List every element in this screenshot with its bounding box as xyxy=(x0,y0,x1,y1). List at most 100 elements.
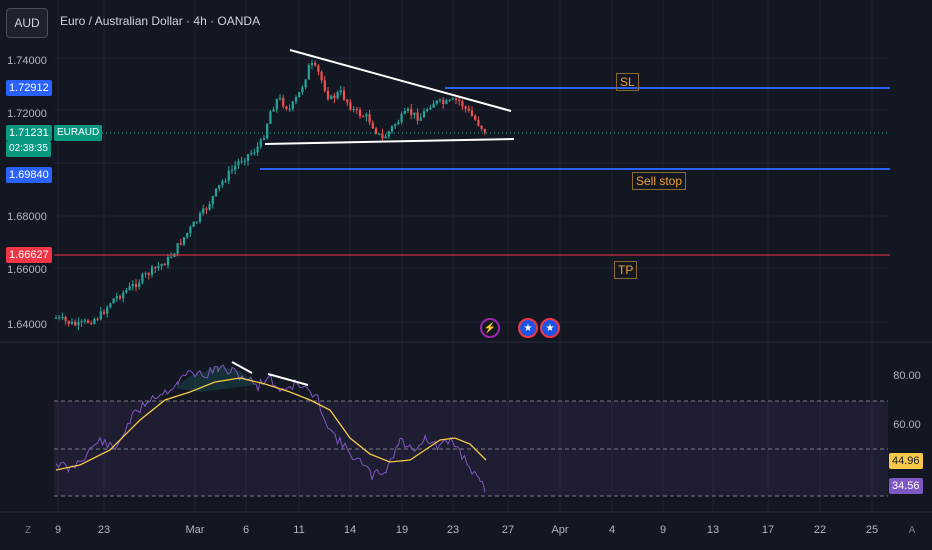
candle-body xyxy=(150,266,154,275)
stop-loss-price-tag: 1.72912 xyxy=(6,80,52,96)
candle-body xyxy=(198,213,202,222)
candle-body xyxy=(342,90,346,100)
candle-body xyxy=(294,97,298,102)
candle-body xyxy=(477,119,480,126)
candlestick-series xyxy=(54,59,486,331)
candle-body xyxy=(109,303,112,308)
zoom-button[interactable]: Z xyxy=(24,524,32,536)
sell-stop-price-tag: 1.69840 xyxy=(6,167,52,183)
candle-body xyxy=(317,65,320,72)
time-tick: Apr xyxy=(551,524,569,536)
candle-body xyxy=(288,108,291,110)
candle-body xyxy=(54,317,58,319)
eu-flag-icon[interactable]: ★ xyxy=(518,318,538,338)
candle-body xyxy=(250,152,253,155)
candle-body xyxy=(438,99,442,101)
candle-body xyxy=(333,95,336,99)
candle-body xyxy=(192,221,195,227)
rsi-divergence-line-1[interactable] xyxy=(231,361,253,374)
candle-body xyxy=(221,181,224,186)
candle-body xyxy=(253,152,256,154)
auto-scale-button[interactable]: A xyxy=(908,524,916,536)
candle-body xyxy=(61,316,64,318)
time-tick: 17 xyxy=(761,524,775,536)
price-tick: 1.74000 xyxy=(7,55,47,67)
candle-body xyxy=(166,257,170,266)
candle-body xyxy=(362,116,365,118)
candle-body xyxy=(208,204,211,210)
candle-body xyxy=(285,106,288,110)
candle-body xyxy=(470,110,474,116)
candle-body xyxy=(83,320,86,322)
eu-flag-icon[interactable]: ★ xyxy=(540,318,560,338)
candle-body xyxy=(64,316,67,321)
time-tick: 22 xyxy=(813,524,827,536)
symbol-button[interactable]: AUD xyxy=(6,8,48,38)
candle-body xyxy=(442,99,445,104)
candle-body xyxy=(365,114,368,117)
candle-body xyxy=(186,233,189,238)
candle-body xyxy=(163,264,166,266)
candle-body xyxy=(390,126,394,132)
candle-body xyxy=(214,188,218,197)
candle-body xyxy=(237,161,240,166)
candle-body xyxy=(378,133,381,135)
candle-body xyxy=(291,101,294,109)
candle-body xyxy=(77,322,80,326)
candle-countdown: 02:38:35 xyxy=(6,141,51,157)
candle-body xyxy=(246,154,250,161)
candle-body xyxy=(298,92,301,98)
candle-body xyxy=(176,243,179,254)
rsi-ma-line xyxy=(55,377,487,471)
candle-body xyxy=(349,102,352,110)
candle-body xyxy=(301,87,304,93)
time-tick: 9 xyxy=(659,524,667,536)
tp-annotation[interactable]: TP xyxy=(614,261,638,279)
candle-body xyxy=(122,292,125,299)
candle-body xyxy=(99,311,102,320)
candle-body xyxy=(125,290,128,293)
lightning-icon[interactable]: ⚡ xyxy=(480,318,500,338)
current-price-tag: 1.71231 xyxy=(6,125,52,141)
candle-body xyxy=(406,108,410,111)
time-tick: 19 xyxy=(395,524,409,536)
candle-body xyxy=(358,109,362,117)
symbol-tag: EURAUD xyxy=(54,125,103,141)
candle-body xyxy=(381,133,384,139)
candle-body xyxy=(90,322,93,324)
candle-body xyxy=(419,117,422,121)
candle-body xyxy=(138,282,141,287)
candle-body xyxy=(230,169,234,171)
rsi-divergence-line-2[interactable] xyxy=(267,373,309,386)
sl-annotation[interactable]: SL xyxy=(616,73,639,91)
rsi-value-tag: 34.56 xyxy=(889,478,923,494)
candle-body xyxy=(147,273,150,275)
candle-body xyxy=(256,146,259,153)
candle-body xyxy=(480,125,483,129)
rsi-tick: 80.00 xyxy=(893,370,921,382)
triangle-upper-trendline[interactable] xyxy=(289,49,512,112)
time-tick: 13 xyxy=(706,524,720,536)
candle-body xyxy=(240,161,243,163)
candle-body xyxy=(454,98,458,100)
candle-body xyxy=(189,226,192,234)
candle-body xyxy=(67,320,70,324)
candle-body xyxy=(115,296,118,299)
price-tick: 1.72000 xyxy=(7,108,47,120)
candle-body xyxy=(374,128,378,134)
time-tick: 9 xyxy=(54,524,62,536)
candle-body xyxy=(128,286,131,291)
time-tick: 6 xyxy=(242,524,250,536)
price-tick: 1.66000 xyxy=(7,264,47,276)
triangle-lower-trendline[interactable] xyxy=(264,138,515,145)
sell-stop-annotation[interactable]: Sell stop xyxy=(632,172,687,190)
candle-body xyxy=(451,98,454,100)
candle-body xyxy=(234,165,237,170)
candle-body xyxy=(346,99,349,103)
candle-body xyxy=(262,138,266,140)
time-tick: 4 xyxy=(608,524,616,536)
candle-body xyxy=(106,307,109,314)
candle-body xyxy=(218,185,221,189)
candle-body xyxy=(474,115,477,120)
